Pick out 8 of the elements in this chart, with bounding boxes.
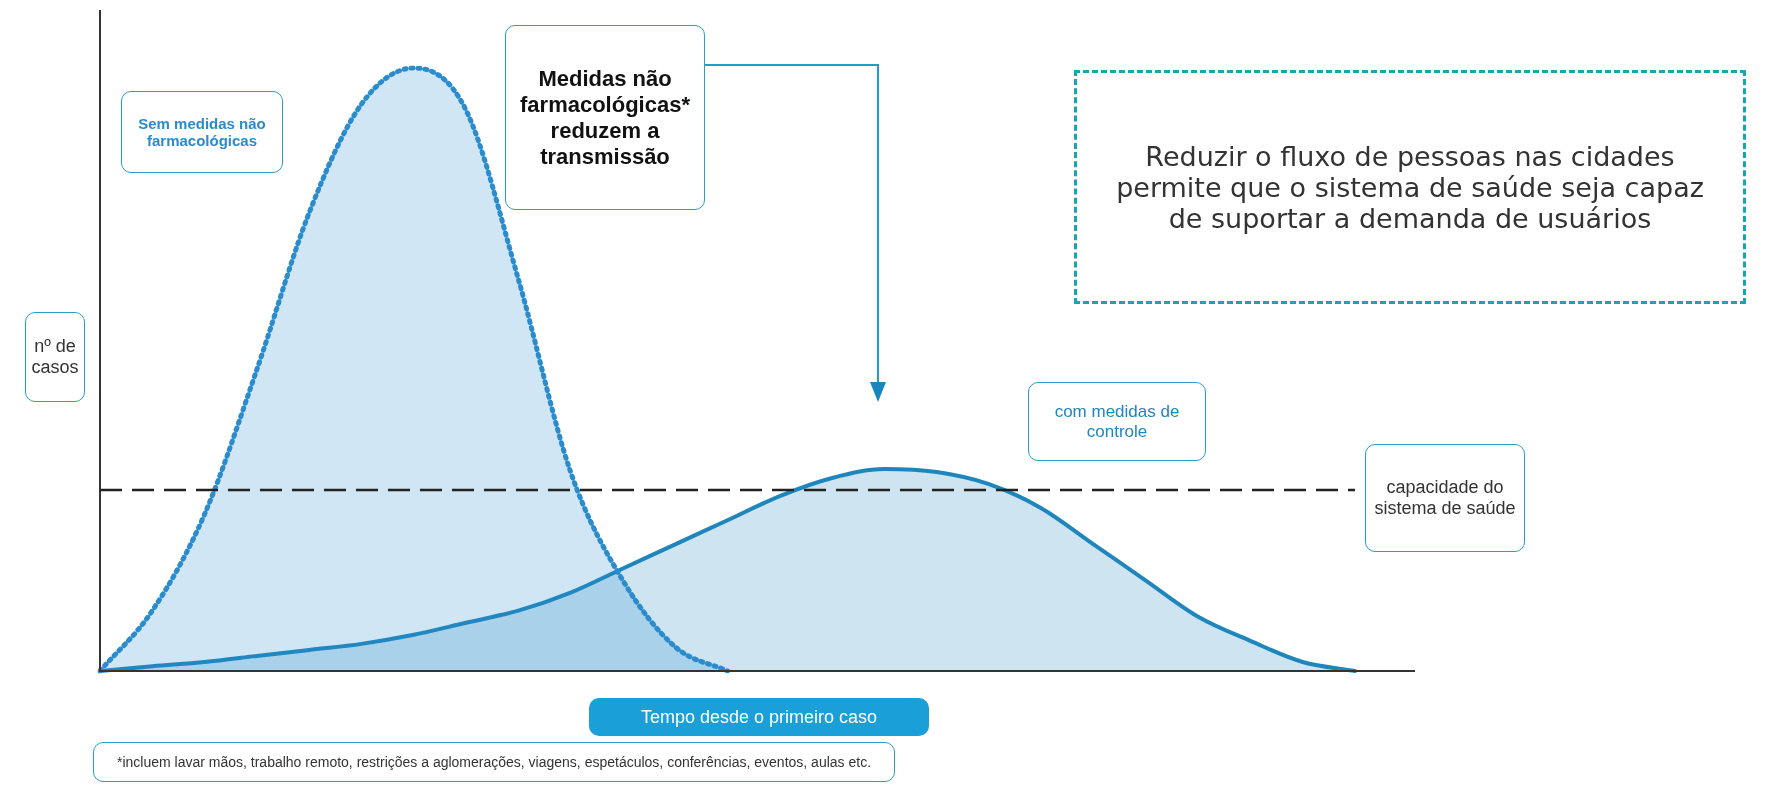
annotation: Reduzir o fluxo de pessoas nas cidades permite que o sistema de saúde seja capaz de suportar a demanda de usuários xyxy=(1074,70,1746,304)
y-axis-title: nº de casos xyxy=(25,312,85,402)
text: *incluem lavar mãos, trabalho remoto, restrições a aglomerações, viagens, espetáculos, conferências, eventos, aulas etc. xyxy=(93,742,895,782)
text: Sem medidas não farmacológicas xyxy=(121,91,283,173)
ref-line-label: capacidade do sistema de saúde xyxy=(1365,444,1525,552)
x-axis-title: Tempo desde o primeiro caso xyxy=(589,698,929,736)
text: com medidas de controle xyxy=(1028,382,1206,461)
annotation: Medidas não farmacológicas* reduzem a transmissão xyxy=(505,25,705,210)
